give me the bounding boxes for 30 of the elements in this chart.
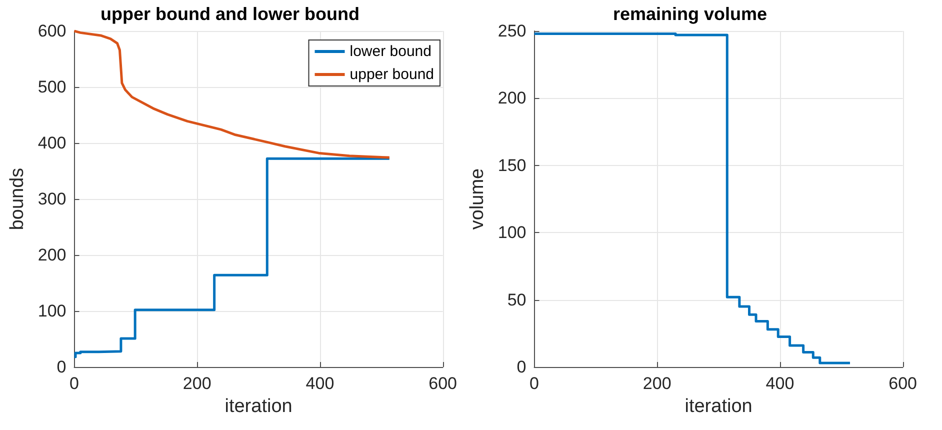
x-tick-label: 0	[70, 374, 79, 393]
x-axis-title: iteration	[224, 396, 292, 417]
y-tick-label: 600	[38, 22, 66, 40]
y-tick-label: 200	[498, 88, 526, 108]
y-tick-label: 0	[56, 358, 66, 376]
y-tick-label: 0	[516, 358, 526, 376]
y-tick-label: 100	[498, 223, 526, 242]
legend-label: upper bound	[350, 66, 434, 83]
y-axis-title: bounds	[7, 168, 28, 230]
y-axis-title: volume	[467, 168, 488, 230]
x-tick-label: 400	[306, 374, 334, 393]
y-tick-label: 500	[38, 78, 66, 96]
line-series	[73, 30, 391, 159]
x-tick-label: 400	[766, 374, 794, 393]
y-tick-label: 250	[498, 22, 526, 40]
chart-title: upper bound and lower bound	[100, 4, 360, 24]
x-tick-label: 200	[642, 374, 672, 393]
y-tick-label: 400	[38, 134, 66, 152]
x-tick-label: 600	[428, 374, 458, 393]
y-tick-label: 100	[38, 302, 66, 320]
x-tick-label: 200	[182, 374, 212, 393]
x-axis-title: iteration	[684, 396, 752, 417]
y-tick-label: 200	[38, 246, 66, 264]
x-tick-label: 600	[888, 374, 918, 393]
y-tick-label: 150	[498, 156, 526, 175]
x-tick-label: 0	[530, 374, 539, 393]
y-tick-label: 300	[38, 190, 66, 208]
y-tick-label: 50	[507, 290, 526, 310]
legend-label: lower bound	[350, 43, 432, 60]
chart-title: remaining volume	[612, 4, 768, 24]
